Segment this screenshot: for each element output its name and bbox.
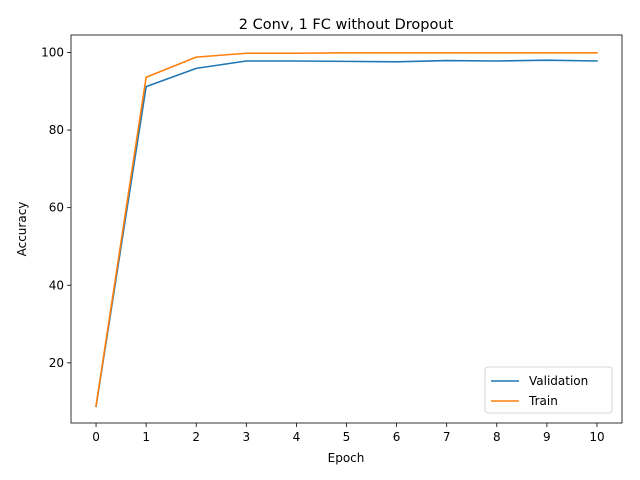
x-tick-label: 6 (393, 430, 401, 444)
y-axis-label: Accuracy (15, 202, 29, 257)
x-tick-label: 5 (343, 430, 351, 444)
x-tick-label: 9 (543, 430, 551, 444)
y-tick-label: 60 (49, 201, 64, 215)
x-tick-label: 2 (192, 430, 200, 444)
series-line-train (95, 52, 598, 407)
y-tick-label: 80 (49, 123, 64, 137)
y-axis: 20 40 60 80 100 (41, 45, 71, 370)
plot-area-frame (70, 34, 623, 424)
legend: Validation Train (484, 366, 613, 414)
legend-label-validation: Validation (529, 374, 588, 388)
chart-title: 2 Conv, 1 FC without Dropout (239, 17, 454, 33)
x-tick-label: 10 (589, 430, 604, 444)
x-tick-label: 4 (293, 430, 301, 444)
x-tick-label: 8 (493, 430, 501, 444)
y-tick-label: 20 (49, 356, 64, 370)
x-axis: 0 1 2 3 4 5 6 7 8 9 10 (92, 423, 605, 444)
y-tick-label: 40 (49, 278, 64, 292)
legend-label-train: Train (528, 394, 558, 408)
series-line-validation (95, 59, 598, 408)
x-tick-label: 1 (142, 430, 150, 444)
x-axis-label: Epoch (328, 451, 365, 465)
x-tick-label: 0 (92, 430, 100, 444)
y-tick-label: 100 (41, 45, 64, 59)
series-layer (95, 52, 598, 408)
x-tick-label: 3 (242, 430, 250, 444)
x-tick-label: 7 (443, 430, 451, 444)
